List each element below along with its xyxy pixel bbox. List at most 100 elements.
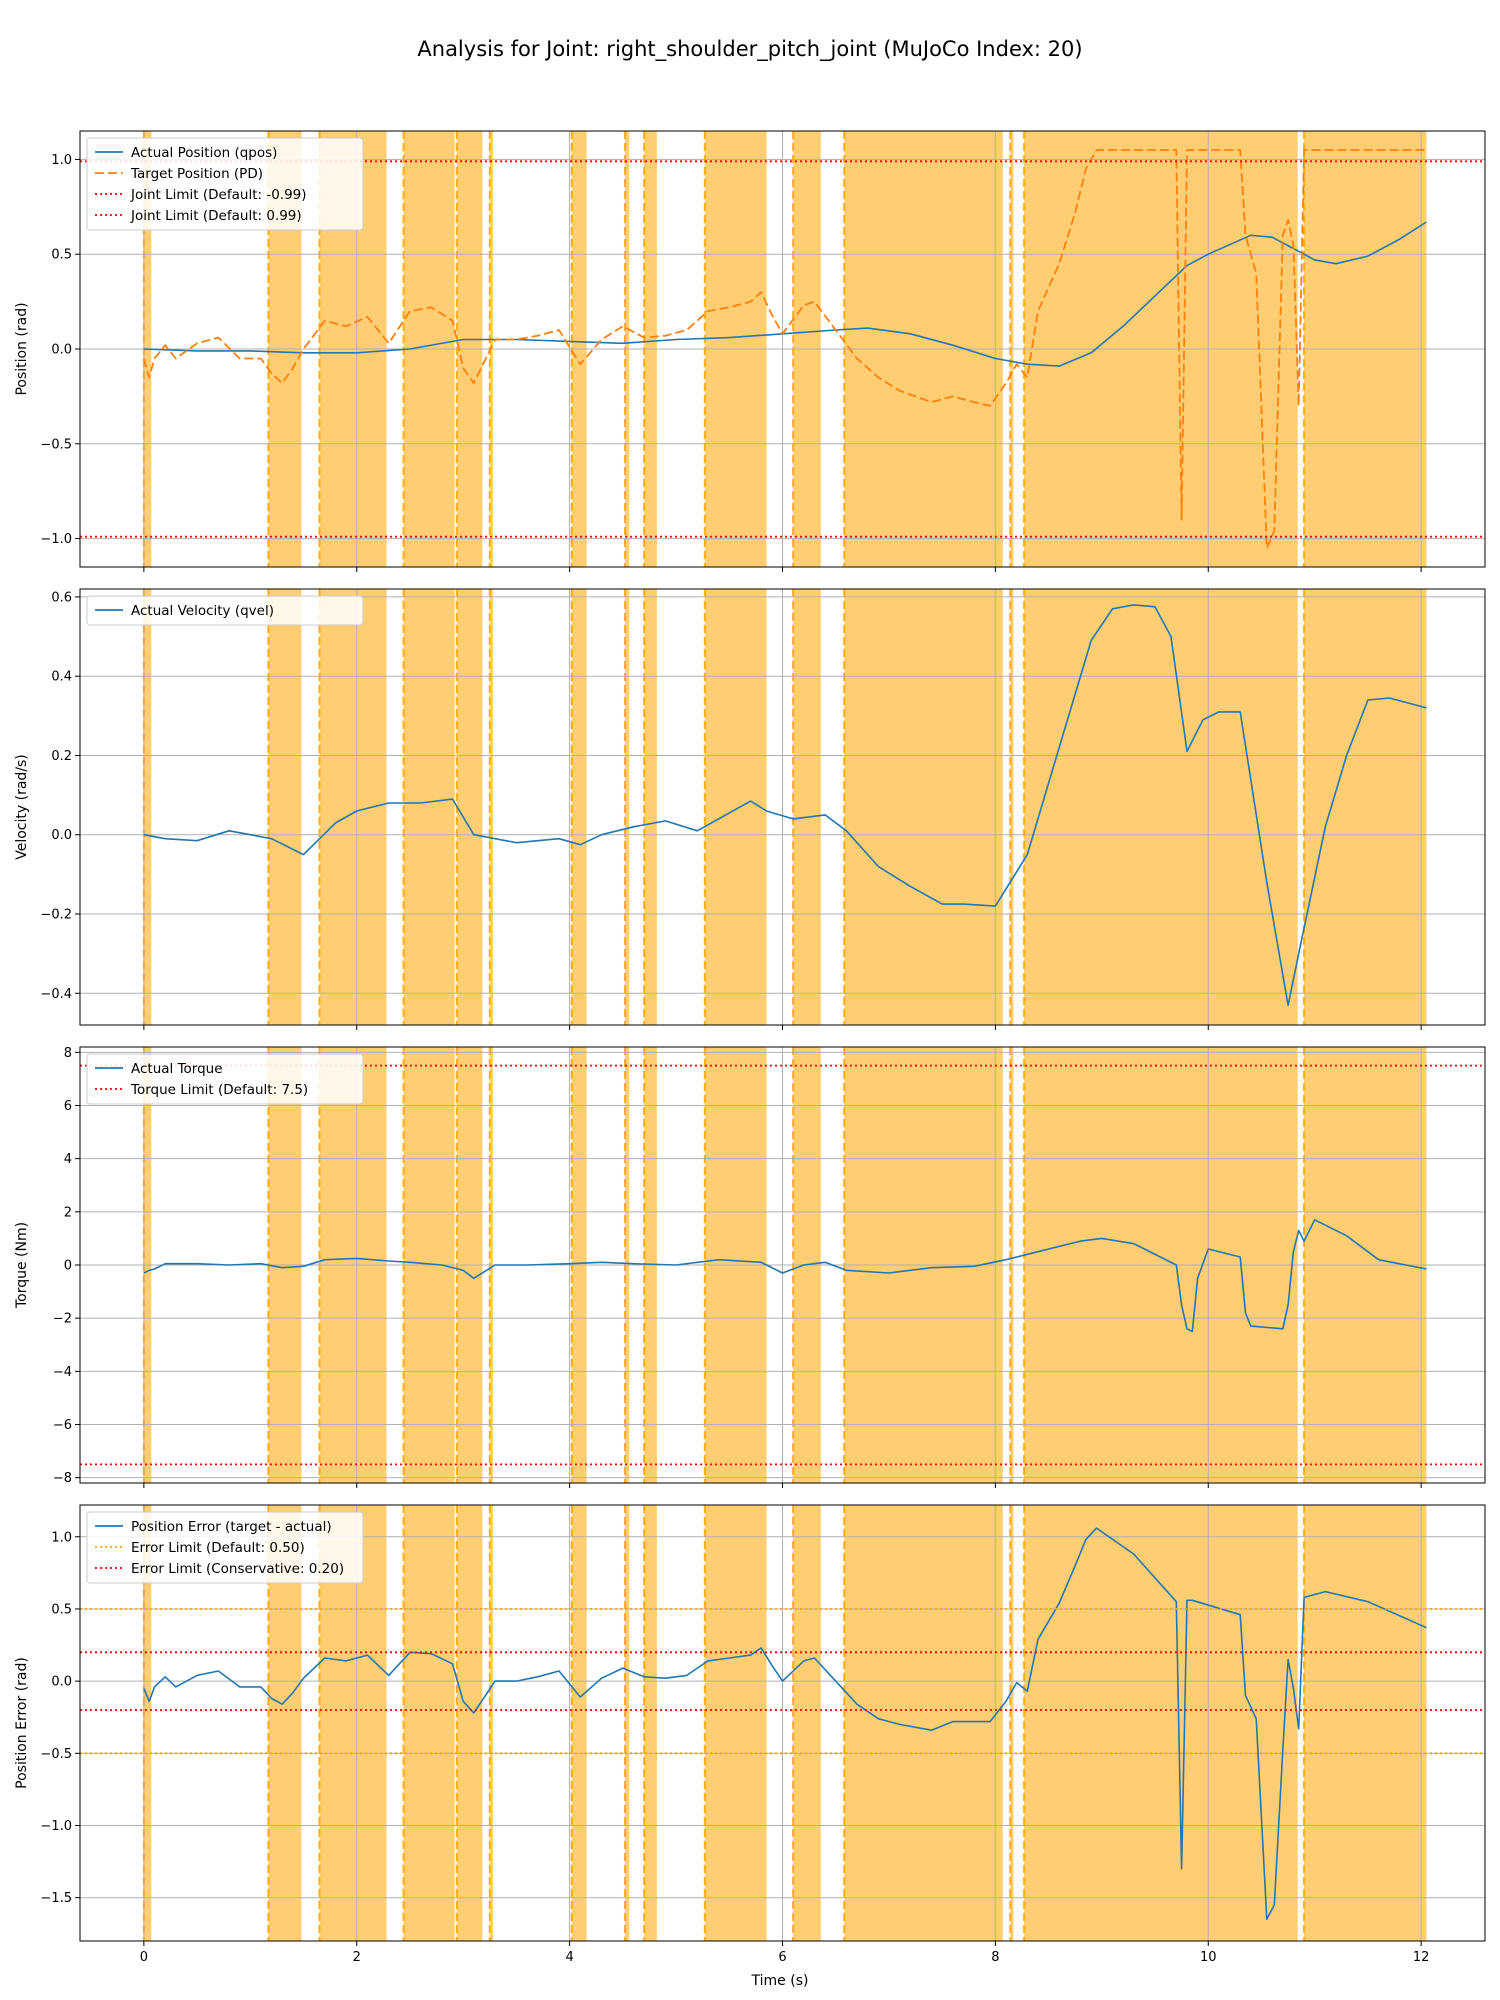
legend-box [86, 137, 364, 231]
series-line-1 [143, 149, 1427, 549]
x-ticks [143, 1025, 1422, 1030]
violation-span-2 [319, 589, 387, 1025]
y-ticks: −8 −6 −4 −2 0 2 4 6 8 [53, 1046, 80, 1486]
violation-span-8 [644, 1505, 657, 1941]
y-tick-label-0: −8 [53, 1471, 72, 1486]
x-tick-label-1: 2 [353, 1950, 361, 1965]
legend: Actual Position (qpos) Target Position (P… [86, 137, 364, 231]
y-axis-label: Velocity (rad/s) [14, 754, 30, 860]
y-tick-label-3: 0.2 [51, 749, 72, 764]
series-lines [80, 1064, 1485, 1466]
x-tick-label-3: 6 [778, 1950, 786, 1965]
grid [80, 1047, 1485, 1483]
x-ticks [143, 1483, 1422, 1488]
x-tick-label-6: 12 [1413, 1950, 1430, 1965]
violation-span-13 [1024, 589, 1298, 1025]
violation-span-10 [793, 589, 821, 1025]
legend-entry-1: Error Limit (Default: 0.50) [131, 1540, 305, 1556]
y-tick-label-4: 0 [64, 1259, 72, 1274]
violation-span-10 [793, 1505, 821, 1941]
violation-span-5 [489, 1505, 493, 1941]
violation-span-0 [143, 589, 152, 1025]
subplots: −1.0 −0.5 0.0 0.5 1.0 Position (rad) Actual Po… [14, 130, 1486, 1965]
subplot-2: −0.4 −0.2 0.0 0.2 0.4 0.6 Velocity (rad/s) Actu… [14, 588, 1486, 1030]
series-line-0 [143, 1527, 1427, 1921]
y-ticks: −0.4 −0.2 0.0 0.2 0.4 0.6 [40, 590, 80, 1002]
y-tick-label-5: 2 [64, 1205, 72, 1220]
legend-entry-0: Position Error (target - actual) [131, 1519, 332, 1535]
series-lines [80, 1527, 1485, 1921]
y-tick-label-3: 0.0 [51, 1675, 72, 1690]
legend-box [86, 1511, 364, 1584]
violation-span-12 [1010, 589, 1014, 1025]
series-lines [143, 604, 1427, 1007]
violation-span-1 [268, 589, 302, 1025]
y-tick-label-2: 0.0 [51, 828, 72, 843]
y-tick-label-1: −0.2 [40, 908, 72, 923]
violation-span-4 [456, 1505, 483, 1941]
x-ticks [143, 567, 1422, 572]
violation-span-3 [403, 589, 455, 1025]
legend-entry-3: Joint Limit (Default: 0.99) [130, 208, 302, 224]
violation-span-14 [1304, 1505, 1427, 1941]
violation-span-6 [571, 589, 587, 1025]
x-tick-label-5: 10 [1200, 1950, 1217, 1965]
y-tick-label-4: 0.4 [51, 670, 72, 685]
violation-span-3 [403, 1505, 455, 1941]
legend-entry-0: Actual Torque [131, 1061, 223, 1077]
violation-span-12 [1010, 1505, 1014, 1941]
y-axis-label: Position (rad) [14, 302, 30, 395]
violation-span-7 [624, 1505, 630, 1941]
y-tick-label-4: 0.5 [51, 1602, 72, 1617]
y-axis-label: Torque (Nm) [14, 1222, 30, 1309]
legend-box [86, 1053, 364, 1105]
series-lines [80, 149, 1485, 549]
subplot-3: −8 −6 −4 −2 0 2 4 6 8 Torque (Nm) Actual Torque Tor… [14, 1046, 1486, 1488]
legend-entry-0: Actual Position (qpos) [131, 145, 277, 161]
violation-span-11 [844, 589, 1003, 1025]
violation-span-9 [704, 1505, 767, 1941]
violation-span-11 [844, 1505, 1003, 1941]
legend-entry-1: Torque Limit (Default: 7.5) [130, 1082, 308, 1098]
series-line-0 [143, 604, 1427, 1007]
x-axis-label: Time (s) [751, 1973, 809, 1989]
y-tick-label-3: −2 [53, 1312, 72, 1327]
legend-entry-1: Target Position (PD) [130, 166, 263, 182]
y-tick-label-6: 4 [64, 1152, 72, 1167]
y-ticks: −1.0 −0.5 0.0 0.5 1.0 [40, 153, 80, 547]
y-axis-label: Position Error (rad) [14, 1657, 30, 1789]
y-tick-label-2: −0.5 [40, 1747, 72, 1762]
violation-span-0 [143, 1505, 152, 1941]
y-tick-label-5: 0.6 [51, 590, 72, 605]
legend-entry-2: Joint Limit (Default: -0.99) [130, 187, 307, 203]
y-tick-label-5: 1.0 [51, 1530, 72, 1545]
violation-span-7 [624, 589, 630, 1025]
x-ticks: 0 2 4 6 8 10 12 [140, 1941, 1430, 1965]
subplot-1: −1.0 −0.5 0.0 0.5 1.0 Position (rad) Actual Po… [14, 130, 1486, 572]
legend: Actual Velocity (qvel) [86, 595, 364, 626]
y-ticks: −1.5 −1.0 −0.5 0.0 0.5 1.0 [40, 1530, 80, 1906]
x-tick-label-2: 4 [565, 1950, 573, 1965]
legend-box [86, 595, 364, 626]
y-tick-label-0: −1.5 [40, 1891, 72, 1906]
violation-span-8 [644, 589, 657, 1025]
violation-span-6 [571, 1505, 587, 1941]
series-line-0 [143, 1219, 1427, 1333]
violation-span-4 [456, 589, 483, 1025]
y-tick-label-0: −1.0 [40, 532, 72, 547]
y-tick-label-1: −0.5 [40, 437, 72, 452]
y-tick-label-2: −4 [53, 1365, 72, 1380]
y-tick-label-3: 0.5 [51, 248, 72, 263]
y-tick-label-1: −1.0 [40, 1819, 72, 1834]
figure-title: Analysis for Joint: right_shoulder_pitch… [417, 37, 1082, 62]
legend-entry-0: Actual Velocity (qvel) [131, 603, 274, 619]
legend-entry-2: Error Limit (Conservative: 0.20) [131, 1561, 344, 1577]
x-tick-label-0: 0 [140, 1950, 148, 1965]
legend: Actual Torque Torque Limit (Default: 7.5) [86, 1053, 364, 1105]
subplot-4: −1.5 −1.0 −0.5 0.0 0.5 1.0 0 2 4 6 8 10 12 Position E… [14, 1504, 1486, 1965]
x-tick-label-4: 8 [991, 1950, 999, 1965]
violation-shading [142, 589, 1427, 1025]
y-tick-label-1: −6 [53, 1418, 72, 1433]
y-tick-label-2: 0.0 [51, 343, 72, 358]
